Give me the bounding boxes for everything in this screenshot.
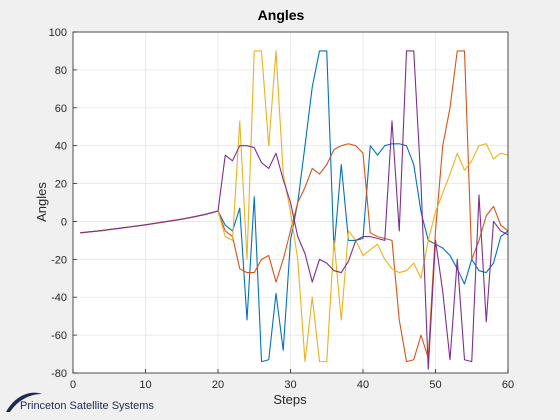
x-axis-ticks: 0 10 20 30 40 50 60 (70, 369, 514, 391)
x-tick-label: 20 (212, 379, 224, 391)
x-axis-label: Steps (273, 392, 307, 407)
watermark-logo: Princeton Satellite Systems (4, 388, 204, 416)
y-axis-label: Angles (34, 182, 49, 222)
x-tick-label: 50 (429, 379, 441, 391)
y-tick-label: 20 (55, 179, 67, 191)
y-tick-label: -20 (51, 254, 67, 266)
y-tick-label: 0 (61, 216, 67, 228)
y-tick-label: -60 (51, 330, 67, 342)
series-line-4 (80, 50, 509, 370)
x-tick-label: 10 (139, 379, 151, 391)
x-tick-label: 0 (70, 379, 76, 391)
y-tick-label: 100 (49, 27, 67, 39)
series-group (80, 50, 509, 370)
y-axis-ticks: -80 -60 -40 -20 0 20 40 60 80 100 (49, 27, 77, 380)
y-tick-label: 40 (55, 141, 67, 153)
x-tick-label: 40 (357, 379, 369, 391)
y-tick-label: -40 (51, 292, 67, 304)
swoosh-icon (6, 392, 42, 412)
watermark-text: Princeton Satellite Systems (20, 400, 154, 412)
y-tick-label: 60 (55, 103, 67, 115)
y-tick-label: -80 (51, 368, 67, 380)
y-tick-label: 80 (55, 65, 67, 77)
x-tick-label: 60 (502, 379, 514, 391)
x-tick-label: 30 (284, 379, 296, 391)
chart-title: Angles (258, 7, 305, 23)
